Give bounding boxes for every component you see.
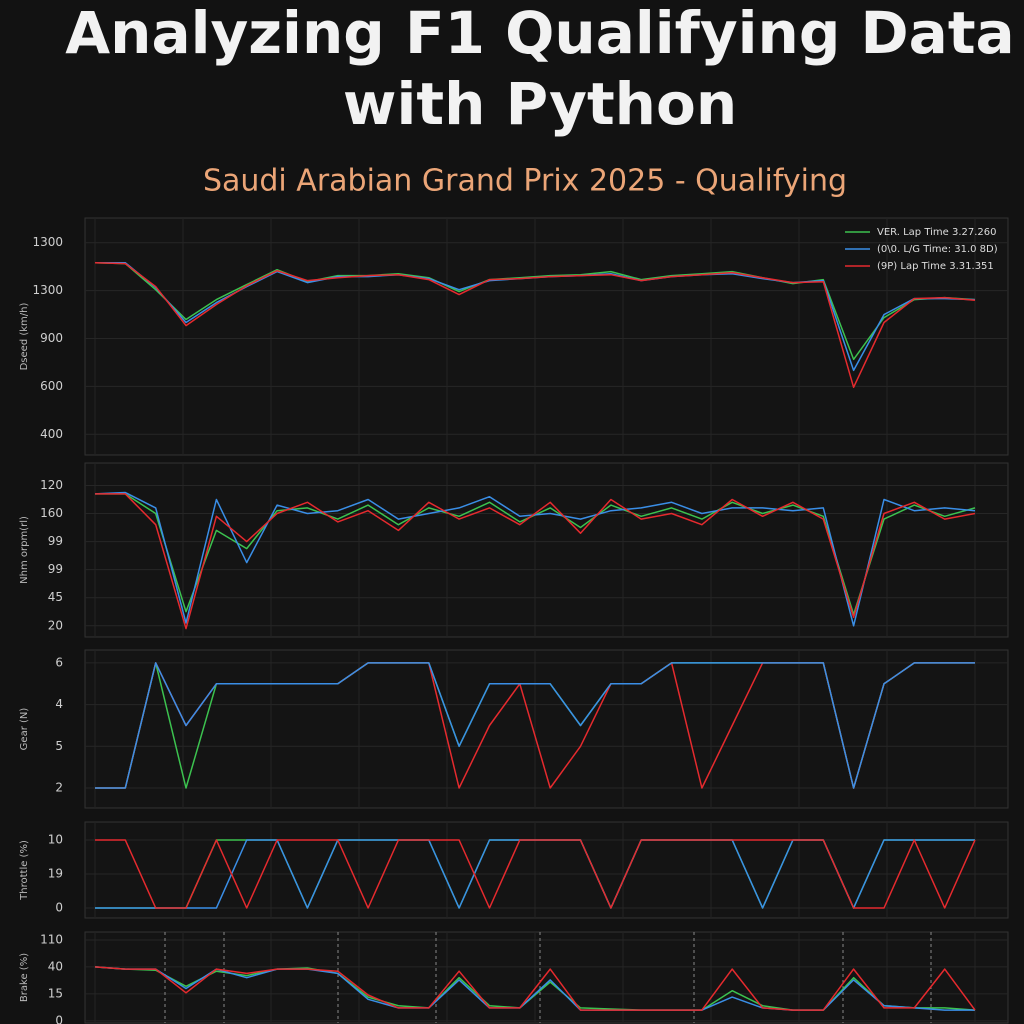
series-line — [94, 966, 976, 1011]
y-tick-label: 120 — [40, 478, 63, 492]
panel — [84, 931, 1009, 1024]
legend-label: VER. Lap Time 3.27.260 — [877, 227, 997, 238]
y-tick-label: 19 — [48, 867, 63, 881]
y-axis-label: Nhm orpm(rl) — [19, 516, 30, 584]
panel — [84, 649, 1009, 809]
y-tick-label: 5 — [55, 739, 63, 753]
y-axis-label: Brake (%) — [19, 953, 30, 1002]
y-tick-label: 20 — [48, 618, 63, 632]
y-tick-label: 99 — [48, 562, 63, 576]
series-line — [94, 261, 976, 361]
y-axis-label: Gear (N) — [19, 708, 30, 751]
y-tick-label: 110 — [40, 932, 63, 946]
y-tick-label: 1300 — [32, 283, 63, 297]
series-line — [94, 491, 976, 627]
y-axis-label: Dseed (km/h) — [19, 303, 30, 371]
y-tick-label: 2 — [55, 780, 63, 794]
legend-label: (9P) Lap Time 3.31.351 — [877, 261, 994, 272]
subtitle: Saudi Arabian Grand Prix 2025 - Qualifyi… — [203, 164, 847, 199]
y-tick-label: 0 — [55, 901, 63, 915]
y-tick-label: 0 — [55, 1013, 63, 1024]
y-axis-label: Throttle (%) — [19, 840, 30, 901]
panel — [84, 217, 1009, 456]
y-tick-label: 160 — [40, 506, 63, 520]
series-line — [95, 839, 976, 909]
y-tick-label: 6 — [55, 655, 63, 669]
y-tick-label: 10 — [48, 833, 63, 847]
y-tick-label: 99 — [48, 534, 63, 548]
series-line — [95, 662, 975, 789]
y-tick-label: 15 — [48, 986, 63, 1000]
series-line — [94, 261, 976, 389]
y-tick-label: 45 — [48, 590, 63, 604]
y-tick-label: 900 — [40, 331, 63, 345]
legend-label: (0\0. L/G Time: 31.0 8D) — [877, 244, 998, 255]
y-tick-label: 400 — [40, 427, 63, 441]
y-tick-label: 4 — [55, 697, 63, 711]
series-line — [94, 966, 975, 1011]
y-tick-label: 40 — [48, 959, 63, 973]
y-tick-label: 600 — [40, 379, 63, 393]
series-line — [95, 493, 976, 630]
panel — [84, 462, 1009, 638]
y-tick-label: 1300 — [32, 235, 63, 249]
panel — [84, 821, 1009, 919]
title: Analyzing F1 Qualifying Data with Python — [65, 0, 1014, 138]
